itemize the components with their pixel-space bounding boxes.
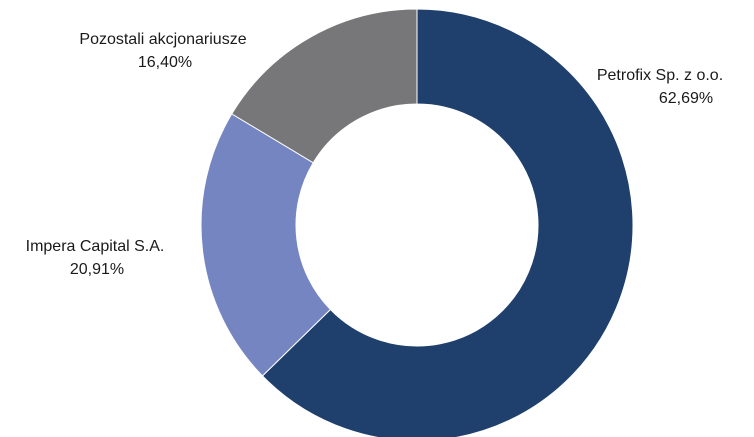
label-impera-name: Impera Capital S.A.: [26, 238, 165, 255]
label-impera-value: 20,91%: [70, 261, 124, 278]
label-petrofix-name: Petrofix Sp. z o.o.: [597, 67, 723, 84]
label-pozostali-name: Pozostali akcjonariusze: [79, 31, 246, 48]
label-pozostali-value: 16,40%: [138, 54, 192, 71]
donut-slices: [200, 8, 634, 437]
donut-slice-2: [231, 8, 418, 164]
donut-slice-0: [261, 8, 634, 437]
donut-slice-1: [200, 113, 332, 377]
label-petrofix-value: 62,69%: [659, 90, 713, 107]
